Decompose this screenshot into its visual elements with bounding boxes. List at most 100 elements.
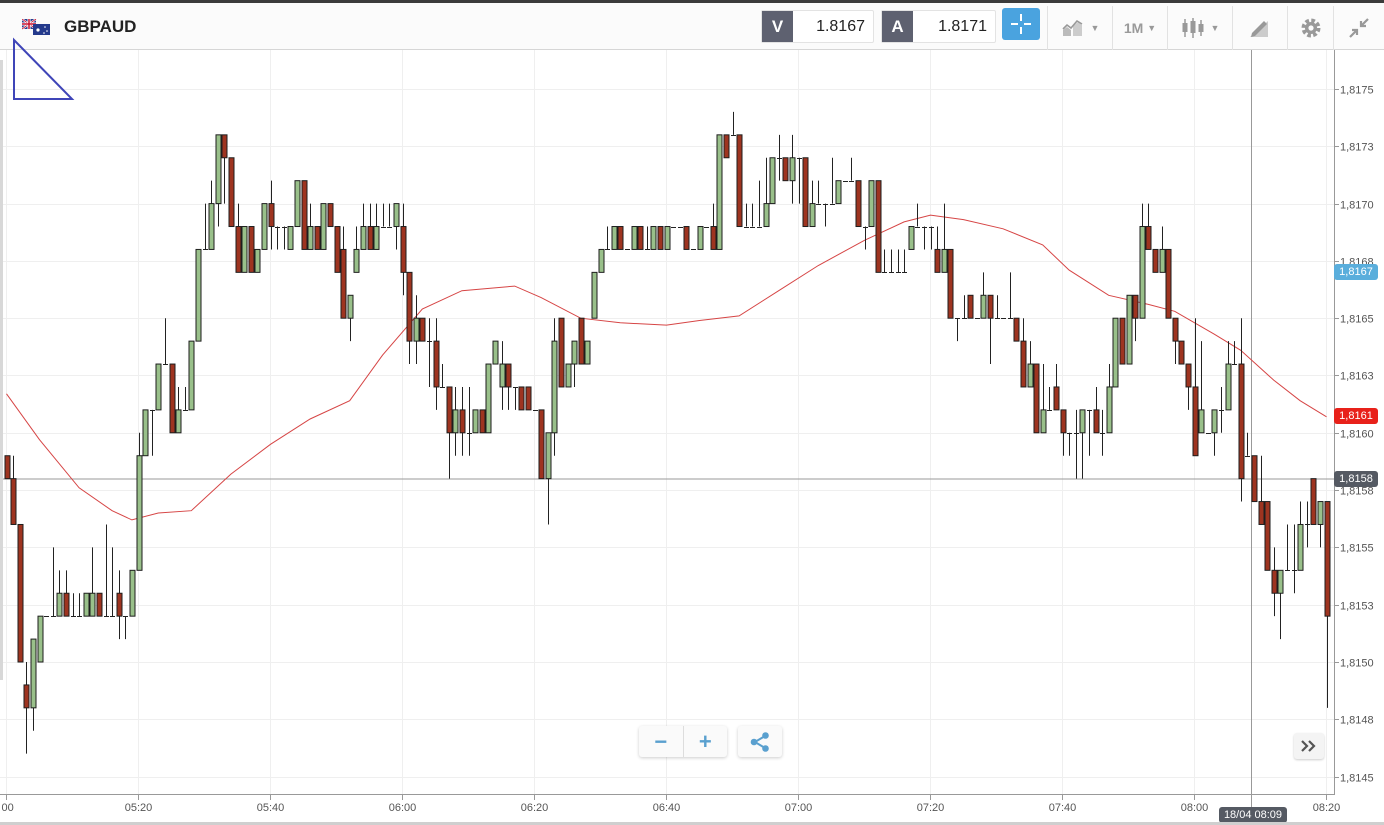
candle [769,157,776,205]
divider [1232,6,1233,50]
y-tick-label: 1,8155 [1340,543,1374,555]
x-tick-label: 08:00 [1181,802,1209,814]
candle-body-up [1079,409,1086,434]
zoom-in-button[interactable]: + [698,728,712,754]
candle-body-down [96,592,103,617]
candle-body-up [650,226,657,250]
candle-body-down [367,226,374,250]
collapse-button[interactable] [1336,6,1382,50]
candle-body-up [261,203,268,250]
candle [248,226,255,273]
caret-down-icon: ▼ [1090,23,1100,33]
settings-button[interactable] [1289,6,1332,50]
buy-price-button[interactable]: A 1.8171 [881,10,996,43]
buy-price: 1.8171 [938,17,987,35]
x-tick-label: 07:40 [1049,802,1077,814]
candle [347,294,354,342]
x-tick-label: 06:20 [521,802,549,814]
candle [1225,341,1232,411]
candle-body-down [1053,386,1060,411]
candle [835,180,842,205]
candle-body-up [188,340,195,411]
scroll-right-button[interactable] [1294,733,1324,759]
candle [744,203,749,228]
candle [830,157,835,205]
candle [400,203,407,296]
candle-body-down [459,409,466,434]
candle [1093,386,1100,434]
zoom-controls: − + [639,726,727,757]
y-tick-label: 1,8175 [1340,85,1374,97]
candle-body-down [334,226,341,273]
candle-body-up [1198,409,1205,434]
candle [763,157,770,228]
candle-body-up [716,134,723,250]
candle [71,593,76,617]
candlestick-icon [1182,18,1204,38]
candle [584,340,591,365]
candle [360,203,367,250]
candle [1297,501,1304,571]
candle-body-up [373,226,380,250]
candle [327,203,334,228]
drawing-tools-icon [1250,21,1268,37]
chart-type-button[interactable]: ▼ [1052,6,1108,50]
candle-body-down [723,134,730,159]
candle [406,271,413,365]
candle-body-up [83,592,90,617]
candle [1047,386,1052,411]
candle [816,180,821,205]
sell-price-button[interactable]: V 1.8167 [761,10,874,43]
candle-body-up [809,203,816,228]
y-tick-label: 1,8165 [1340,314,1374,326]
candle-style-button[interactable]: ▼ [1170,6,1230,50]
x-tick-label: 07:20 [917,802,945,814]
candle [538,409,545,480]
candle [657,226,664,250]
candle-body-down [736,134,743,228]
candle-body-up [1040,409,1047,434]
candle [314,226,321,250]
candle [37,615,44,663]
candle [77,593,82,617]
y-tick-label: 1,8150 [1340,658,1374,670]
crosshair-button[interactable] [1002,8,1040,40]
candle-body-up [485,363,492,434]
candle-body-up [1277,569,1284,594]
bottom-border [0,822,1384,825]
divider [1047,6,1048,50]
candle [664,226,671,250]
candle-body-down [116,592,123,617]
candle [188,340,195,411]
candle-body-up [37,615,44,663]
candle-body-up [287,226,294,250]
zoom-out-button[interactable]: − [639,726,684,757]
candle [307,203,314,250]
candle [175,386,182,434]
divider [1333,6,1334,50]
divider [1112,6,1113,50]
candle [4,455,11,480]
candle [915,203,920,228]
drawing-tools-button[interactable] [1234,6,1286,50]
timeframe-dropdown[interactable]: 1M ▼ [1114,6,1166,50]
share-button[interactable] [738,726,782,757]
candle [671,227,676,228]
candle-body-up [1139,226,1146,319]
candle [1238,318,1245,502]
candle-body-down [10,478,17,525]
candle [987,294,994,365]
y-tick-label: 1,8148 [1340,715,1374,727]
candle-body-down [433,340,440,388]
candle-body-up [980,294,987,319]
candle [1305,501,1310,548]
candle [136,432,143,571]
candle [941,203,948,273]
candle-body-down [1258,501,1265,525]
candle [789,134,796,204]
candle [617,226,624,250]
candle-body-up [1027,363,1034,388]
candle-body-up [142,409,149,457]
triangle-drawing[interactable] [13,37,75,100]
